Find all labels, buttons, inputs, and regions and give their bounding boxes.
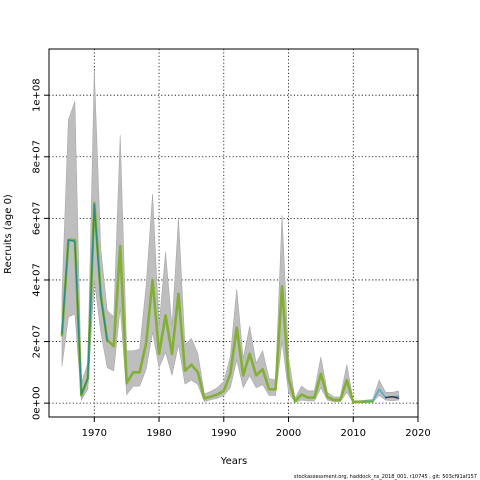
y-tick-label: 0e+00	[32, 386, 43, 420]
y-tick-label: 6e+07	[32, 202, 43, 236]
y-tick-label: 2e+07	[32, 325, 43, 359]
confidence-band	[61, 70, 399, 403]
series-lines	[60, 201, 400, 404]
footer-credit: stockassessment.org, haddock_ns_2018_001…	[294, 474, 477, 480]
x-tick-label: 1990	[211, 428, 236, 439]
confidence-band-area	[61, 70, 399, 403]
x-tick-label: 2010	[341, 428, 366, 439]
y-axis-title: Recruits (age 0)	[3, 194, 14, 274]
series-line-early	[61, 203, 108, 396]
x-tick-label: 2020	[405, 428, 430, 439]
plot-frame	[48, 48, 419, 418]
y-tick-label: 1e+08	[32, 78, 43, 112]
x-tick-label: 2000	[276, 428, 301, 439]
y-tick-label: 8e+07	[32, 140, 43, 174]
x-tick-label: 1970	[82, 428, 107, 439]
series-line-main	[60, 201, 374, 404]
series-line-recent_dark	[384, 395, 400, 399]
x-tick-label: 1980	[146, 428, 171, 439]
x-axis: 1970 1980 1990 2000 2010 2020	[82, 417, 431, 439]
x-axis-title: Years	[220, 456, 247, 467]
y-axis: 0e+00 2e+07 4e+07 6e+07 8e+07 1e+08	[32, 78, 49, 420]
y-tick-label: 4e+07	[32, 263, 43, 297]
